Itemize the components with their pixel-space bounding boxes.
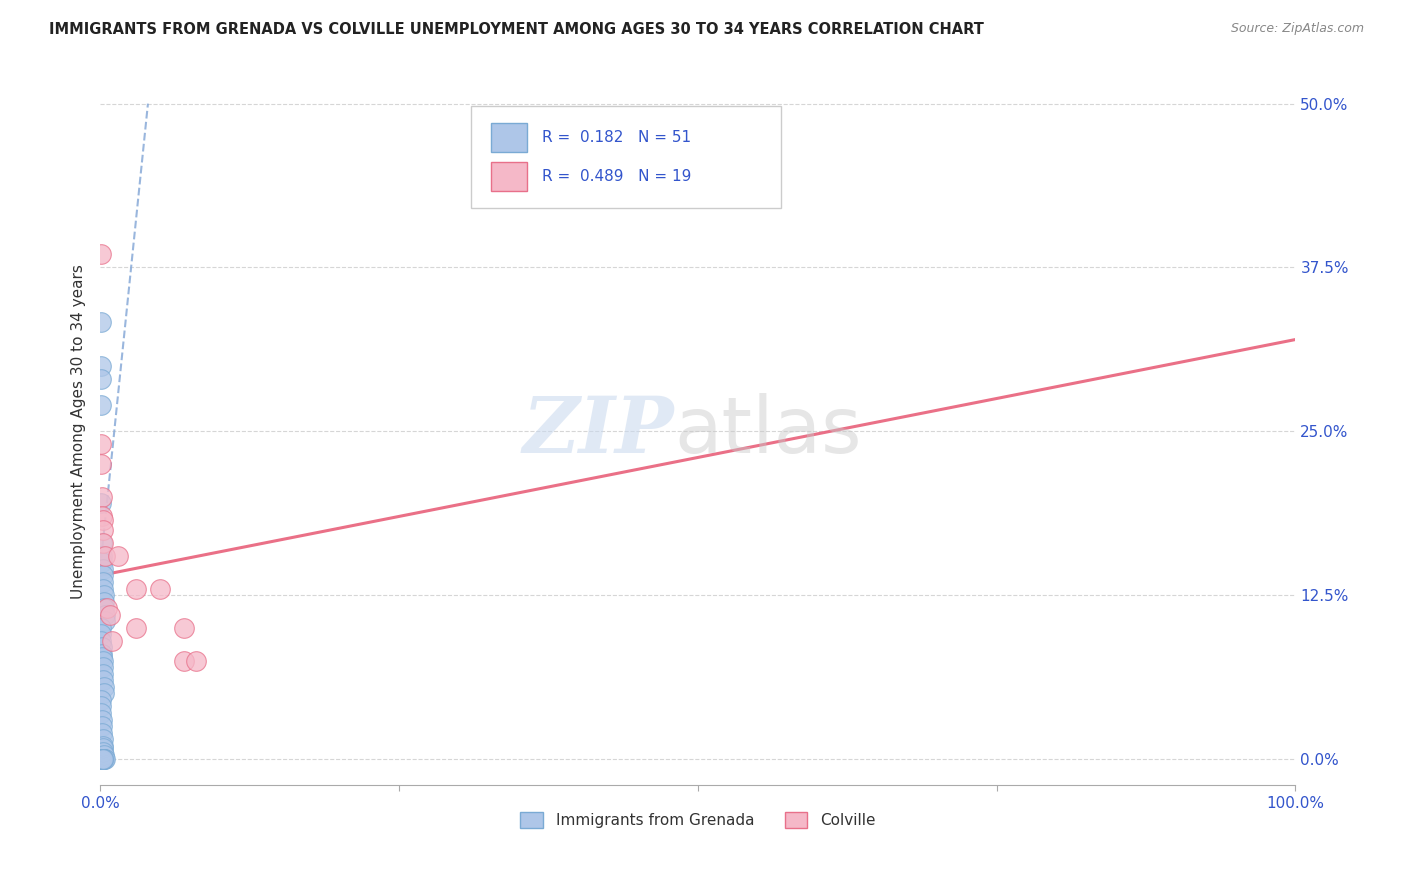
Text: atlas: atlas (673, 393, 862, 469)
Point (90, 247, 112, 261)
Point (91, 562, 114, 576)
Point (90, 640, 112, 655)
Point (91, 649, 114, 664)
Point (93, 582, 115, 596)
Point (93, 752, 115, 766)
Point (90, 699, 112, 714)
Point (91, 509, 114, 524)
Point (98, 607, 121, 622)
Point (173, 621, 195, 635)
Point (90, 490, 112, 504)
Text: R =  0.489   N = 19: R = 0.489 N = 19 (543, 169, 692, 184)
Point (91, 752, 114, 766)
Point (93, 535, 115, 549)
Point (107, 549, 129, 563)
Text: IMMIGRANTS FROM GRENADA VS COLVILLE UNEMPLOYMENT AMONG AGES 30 TO 34 YEARS CORRE: IMMIGRANTS FROM GRENADA VS COLVILLE UNEM… (49, 22, 984, 37)
Point (90, 752, 112, 766)
Point (90, 398, 112, 412)
Legend: Immigrants from Grenada, Colville: Immigrants from Grenada, Colville (515, 805, 882, 834)
Point (96, 601, 118, 615)
Point (93, 752, 115, 766)
Point (93, 673, 115, 688)
Text: Source: ZipAtlas.com: Source: ZipAtlas.com (1230, 22, 1364, 36)
Point (91, 666, 114, 681)
Point (90, 752, 112, 766)
Point (94, 615, 117, 629)
Point (93, 745, 115, 759)
Point (90, 437, 112, 451)
Point (173, 654, 195, 668)
Point (91, 752, 114, 766)
Point (91, 555, 114, 569)
Point (91, 752, 114, 766)
Point (90, 752, 112, 766)
Y-axis label: Unemployment Among Ages 30 to 34 years: Unemployment Among Ages 30 to 34 years (72, 264, 86, 599)
Point (90, 719, 112, 733)
Point (90, 627, 112, 641)
Point (90, 457, 112, 471)
Point (149, 582, 172, 596)
Point (90, 372, 112, 386)
Point (90, 693, 112, 707)
Point (93, 607, 115, 622)
Point (93, 747, 115, 762)
Point (94, 549, 117, 563)
Point (91, 574, 114, 589)
Point (90, 752, 112, 766)
Point (91, 660, 114, 674)
Point (90, 535, 112, 549)
Point (91, 741, 114, 756)
Point (90, 549, 112, 563)
Point (93, 752, 115, 766)
Point (93, 594, 115, 608)
Point (91, 568, 114, 582)
Point (91, 523, 114, 537)
Text: R =  0.182   N = 51: R = 0.182 N = 51 (543, 130, 692, 145)
Point (90, 647, 112, 661)
Text: ZIP: ZIP (522, 393, 673, 469)
FancyBboxPatch shape (471, 106, 782, 209)
Point (125, 621, 148, 635)
FancyBboxPatch shape (491, 162, 527, 191)
Point (91, 732, 114, 747)
FancyBboxPatch shape (491, 123, 527, 152)
Point (90, 752, 112, 766)
Point (93, 686, 115, 700)
Point (90, 634, 112, 648)
Point (90, 496, 112, 510)
Point (90, 621, 112, 635)
Point (125, 582, 148, 596)
Point (101, 634, 124, 648)
Point (93, 588, 115, 602)
Point (93, 680, 115, 694)
Point (91, 725, 114, 739)
Point (90, 713, 112, 727)
Point (90, 316, 112, 330)
Point (91, 513, 114, 527)
Point (91, 739, 114, 753)
Point (90, 359, 112, 373)
Point (91, 654, 114, 668)
Point (184, 654, 207, 668)
Point (93, 601, 115, 615)
Point (90, 706, 112, 720)
